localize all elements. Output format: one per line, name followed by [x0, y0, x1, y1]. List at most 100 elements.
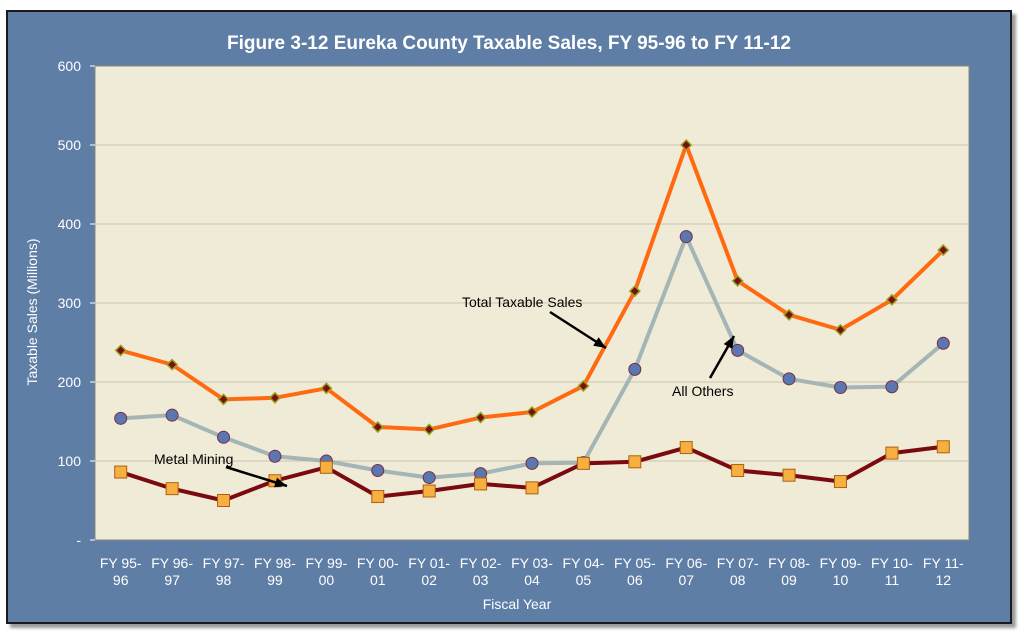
- data-point-metal-mining: [679, 441, 693, 455]
- x-tick-label: 08: [730, 572, 746, 588]
- x-tick-label: FY 96-: [151, 555, 193, 571]
- x-tick-label: 96: [113, 572, 129, 588]
- chart-title: Figure 3-12 Eureka County Taxable Sales,…: [227, 33, 791, 54]
- x-tick-label: 03: [473, 572, 489, 588]
- data-point-metal-mining: [217, 494, 231, 507]
- data-point-total-taxable-sales: [320, 382, 333, 395]
- y-tick-label: 600: [58, 58, 82, 74]
- annotation-label: Metal Mining: [154, 451, 233, 467]
- data-point-total-taxable-sales: [834, 323, 847, 336]
- data-point-all-others: [217, 430, 231, 444]
- data-point-metal-mining: [165, 482, 179, 496]
- x-tick-label: FY 01-: [408, 555, 450, 571]
- data-point-all-others: [936, 336, 950, 350]
- x-tick-label: 07: [678, 572, 694, 588]
- x-tick-label: 06: [627, 572, 643, 588]
- data-point-all-others: [422, 471, 436, 485]
- data-point-all-others: [525, 456, 539, 470]
- x-tick-label: FY 10-: [871, 555, 913, 571]
- x-tick-label: 00: [319, 572, 335, 588]
- x-tick-label: FY 99-: [305, 555, 347, 571]
- x-tick-label: FY 08-: [768, 555, 810, 571]
- data-point-total-taxable-sales: [166, 358, 179, 371]
- data-point-total-taxable-sales: [423, 423, 436, 436]
- x-tick-label: FY 06-: [665, 555, 707, 571]
- y-axis-label: Taxable Sales (Millions): [24, 238, 40, 385]
- line-chart: Figure 3-12 Eureka County Taxable Sales,…: [24, 33, 970, 612]
- data-point-metal-mining: [474, 477, 488, 491]
- data-point-all-others: [885, 380, 899, 394]
- x-tick-label: 02: [421, 572, 437, 588]
- arrowhead-icon: [723, 336, 734, 349]
- data-point-all-others: [731, 343, 745, 357]
- data-point-metal-mining: [319, 460, 333, 474]
- data-point-metal-mining: [576, 456, 590, 470]
- data-point-all-others: [782, 372, 796, 386]
- x-tick-label: FY 95-: [100, 555, 142, 571]
- data-point-total-taxable-sales: [782, 308, 796, 321]
- data-point-total-taxable-sales: [937, 244, 950, 257]
- data-point-total-taxable-sales: [577, 379, 590, 393]
- x-tick-label: 10: [833, 572, 849, 588]
- data-point-metal-mining: [936, 440, 950, 454]
- data-point-total-taxable-sales: [525, 405, 539, 419]
- x-tick-label: FY 02-: [460, 555, 502, 571]
- chart-frame: Figure 3-12 Eureka County Taxable Sales,…: [6, 10, 1012, 624]
- x-tick-label: 04: [524, 572, 540, 588]
- data-point-metal-mining: [731, 463, 745, 477]
- data-point-all-others: [833, 381, 847, 395]
- data-point-total-taxable-sales: [114, 344, 127, 357]
- x-tick-label: FY 00-: [357, 555, 399, 571]
- data-point-total-taxable-sales: [885, 293, 898, 306]
- data-point-metal-mining: [422, 484, 436, 498]
- data-point-total-taxable-sales: [680, 138, 693, 152]
- x-tick-label: FY 07-: [717, 555, 759, 571]
- data-point-total-taxable-sales: [628, 285, 641, 298]
- x-tick-label: 97: [164, 572, 180, 588]
- x-axis-ticks: FY 95-96 FY 96-97 FY 97-98 FY 98-99 FY 99-00…: [100, 555, 964, 588]
- x-tick-label: FY 11-: [923, 555, 964, 571]
- data-point-metal-mining: [782, 468, 796, 482]
- x-tick-label: FY 04-: [563, 555, 605, 571]
- y-tick-label: 300: [58, 295, 82, 311]
- data-point-total-taxable-sales: [474, 411, 487, 424]
- annotations: Total Taxable Sales All Others Metal Minin…: [154, 294, 736, 488]
- data-point-metal-mining: [114, 465, 128, 479]
- x-tick-label: 11: [885, 572, 900, 588]
- x-tick-label: 01: [370, 572, 386, 588]
- x-tick-label: FY 09-: [820, 555, 862, 571]
- data-point-all-others: [114, 411, 128, 425]
- y-tick-label: 400: [58, 216, 82, 232]
- data-point-all-others: [371, 463, 385, 477]
- data-point-total-taxable-sales: [268, 391, 282, 404]
- gridlines: [95, 144, 969, 462]
- x-tick-label: 12: [936, 572, 952, 588]
- x-tick-label: FY 97-: [203, 555, 245, 571]
- series-layer: [114, 138, 950, 507]
- data-point-metal-mining: [371, 490, 385, 504]
- x-tick-label: 99: [267, 572, 283, 588]
- data-point-all-others: [628, 362, 642, 376]
- data-point-total-taxable-sales: [731, 274, 744, 287]
- data-point-metal-mining: [628, 455, 642, 469]
- y-tick-label: 500: [58, 137, 82, 153]
- y-tick-label: 200: [58, 374, 82, 390]
- data-point-all-others: [679, 230, 693, 244]
- data-point-all-others: [268, 449, 282, 463]
- x-tick-label: 05: [576, 572, 592, 588]
- arrowhead-icon: [274, 477, 287, 488]
- data-point-metal-mining: [833, 475, 847, 489]
- annotation-label: All Others: [672, 383, 733, 399]
- x-tick-label: FY 03-: [511, 555, 553, 571]
- data-point-total-taxable-sales: [371, 420, 384, 434]
- y-tick-label: 100: [58, 453, 82, 469]
- x-tick-label: 98: [216, 572, 232, 588]
- x-tick-label: FY 98-: [254, 555, 296, 571]
- arrowhead-icon: [593, 337, 606, 348]
- y-tick-label: -: [76, 532, 81, 548]
- x-axis-label: Fiscal Year: [483, 596, 552, 612]
- x-tick-label: FY 05-: [614, 555, 656, 571]
- data-point-all-others: [165, 408, 179, 422]
- annotation-label: Total Taxable Sales: [462, 294, 582, 310]
- data-point-metal-mining: [885, 446, 899, 460]
